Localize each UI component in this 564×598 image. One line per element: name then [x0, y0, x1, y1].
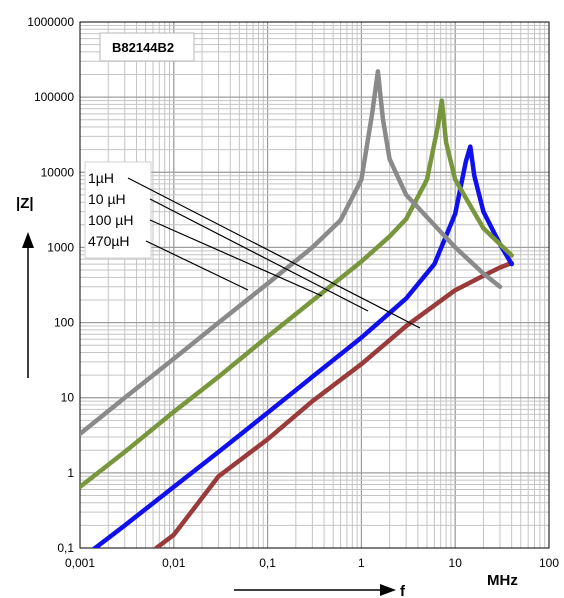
legend-label-100uh: 100 µH	[88, 212, 133, 228]
y-tick-label: 10	[61, 391, 75, 405]
x-tick-label: 0,001	[65, 556, 95, 570]
y-tick-label: 0,1	[57, 541, 74, 555]
y-tick-label: 100000	[34, 90, 74, 104]
series-line-1h	[154, 260, 514, 548]
series-line-100h	[80, 98, 514, 490]
plot-frame	[79, 21, 550, 549]
leader-line-100uh	[149, 219, 323, 297]
leader-line-10uh	[149, 198, 369, 312]
series-line-10h	[91, 144, 514, 548]
title-box	[99, 32, 195, 62]
legend-label-470uh: 470µH	[88, 233, 130, 249]
y-axis-arrow-head	[22, 232, 34, 248]
x-tick-label: 0,01	[162, 556, 186, 570]
series-layer	[80, 69, 514, 548]
leader-line-1uh	[127, 177, 421, 329]
x-tick-labels: 0,001 0,01 0,1 1 10 100	[65, 556, 559, 570]
y-tick-label: 1000	[47, 240, 74, 254]
y-axis-label: |Z|	[16, 195, 34, 212]
series-line-470h	[80, 69, 503, 437]
y-tick-label: 1000000	[27, 15, 74, 29]
x-axis-unit: MHz	[487, 572, 518, 589]
y-tick-label: 100	[54, 316, 74, 330]
x-tick-label: 10	[449, 556, 463, 570]
x-tick-label: 100	[539, 556, 559, 570]
legend-label-10uh: 10 µH	[88, 191, 126, 207]
chart-grid	[79, 21, 550, 549]
legend-box	[84, 161, 152, 259]
chart-title: B82144B2	[112, 40, 174, 55]
y-tick-label: 10000	[41, 165, 75, 179]
x-tick-label: 1	[358, 556, 365, 570]
y-tick-labels: 0,1 1 10 100 1000 10000 100000 1000000	[27, 15, 74, 555]
y-tick-label: 1	[67, 466, 74, 480]
x-axis-label: f	[400, 583, 406, 598]
leader-line-470uh	[145, 240, 249, 291]
x-axis-arrow-head	[380, 584, 396, 596]
legend-label-1uh: 1µH	[88, 170, 114, 186]
x-tick-label: 0,1	[259, 556, 276, 570]
